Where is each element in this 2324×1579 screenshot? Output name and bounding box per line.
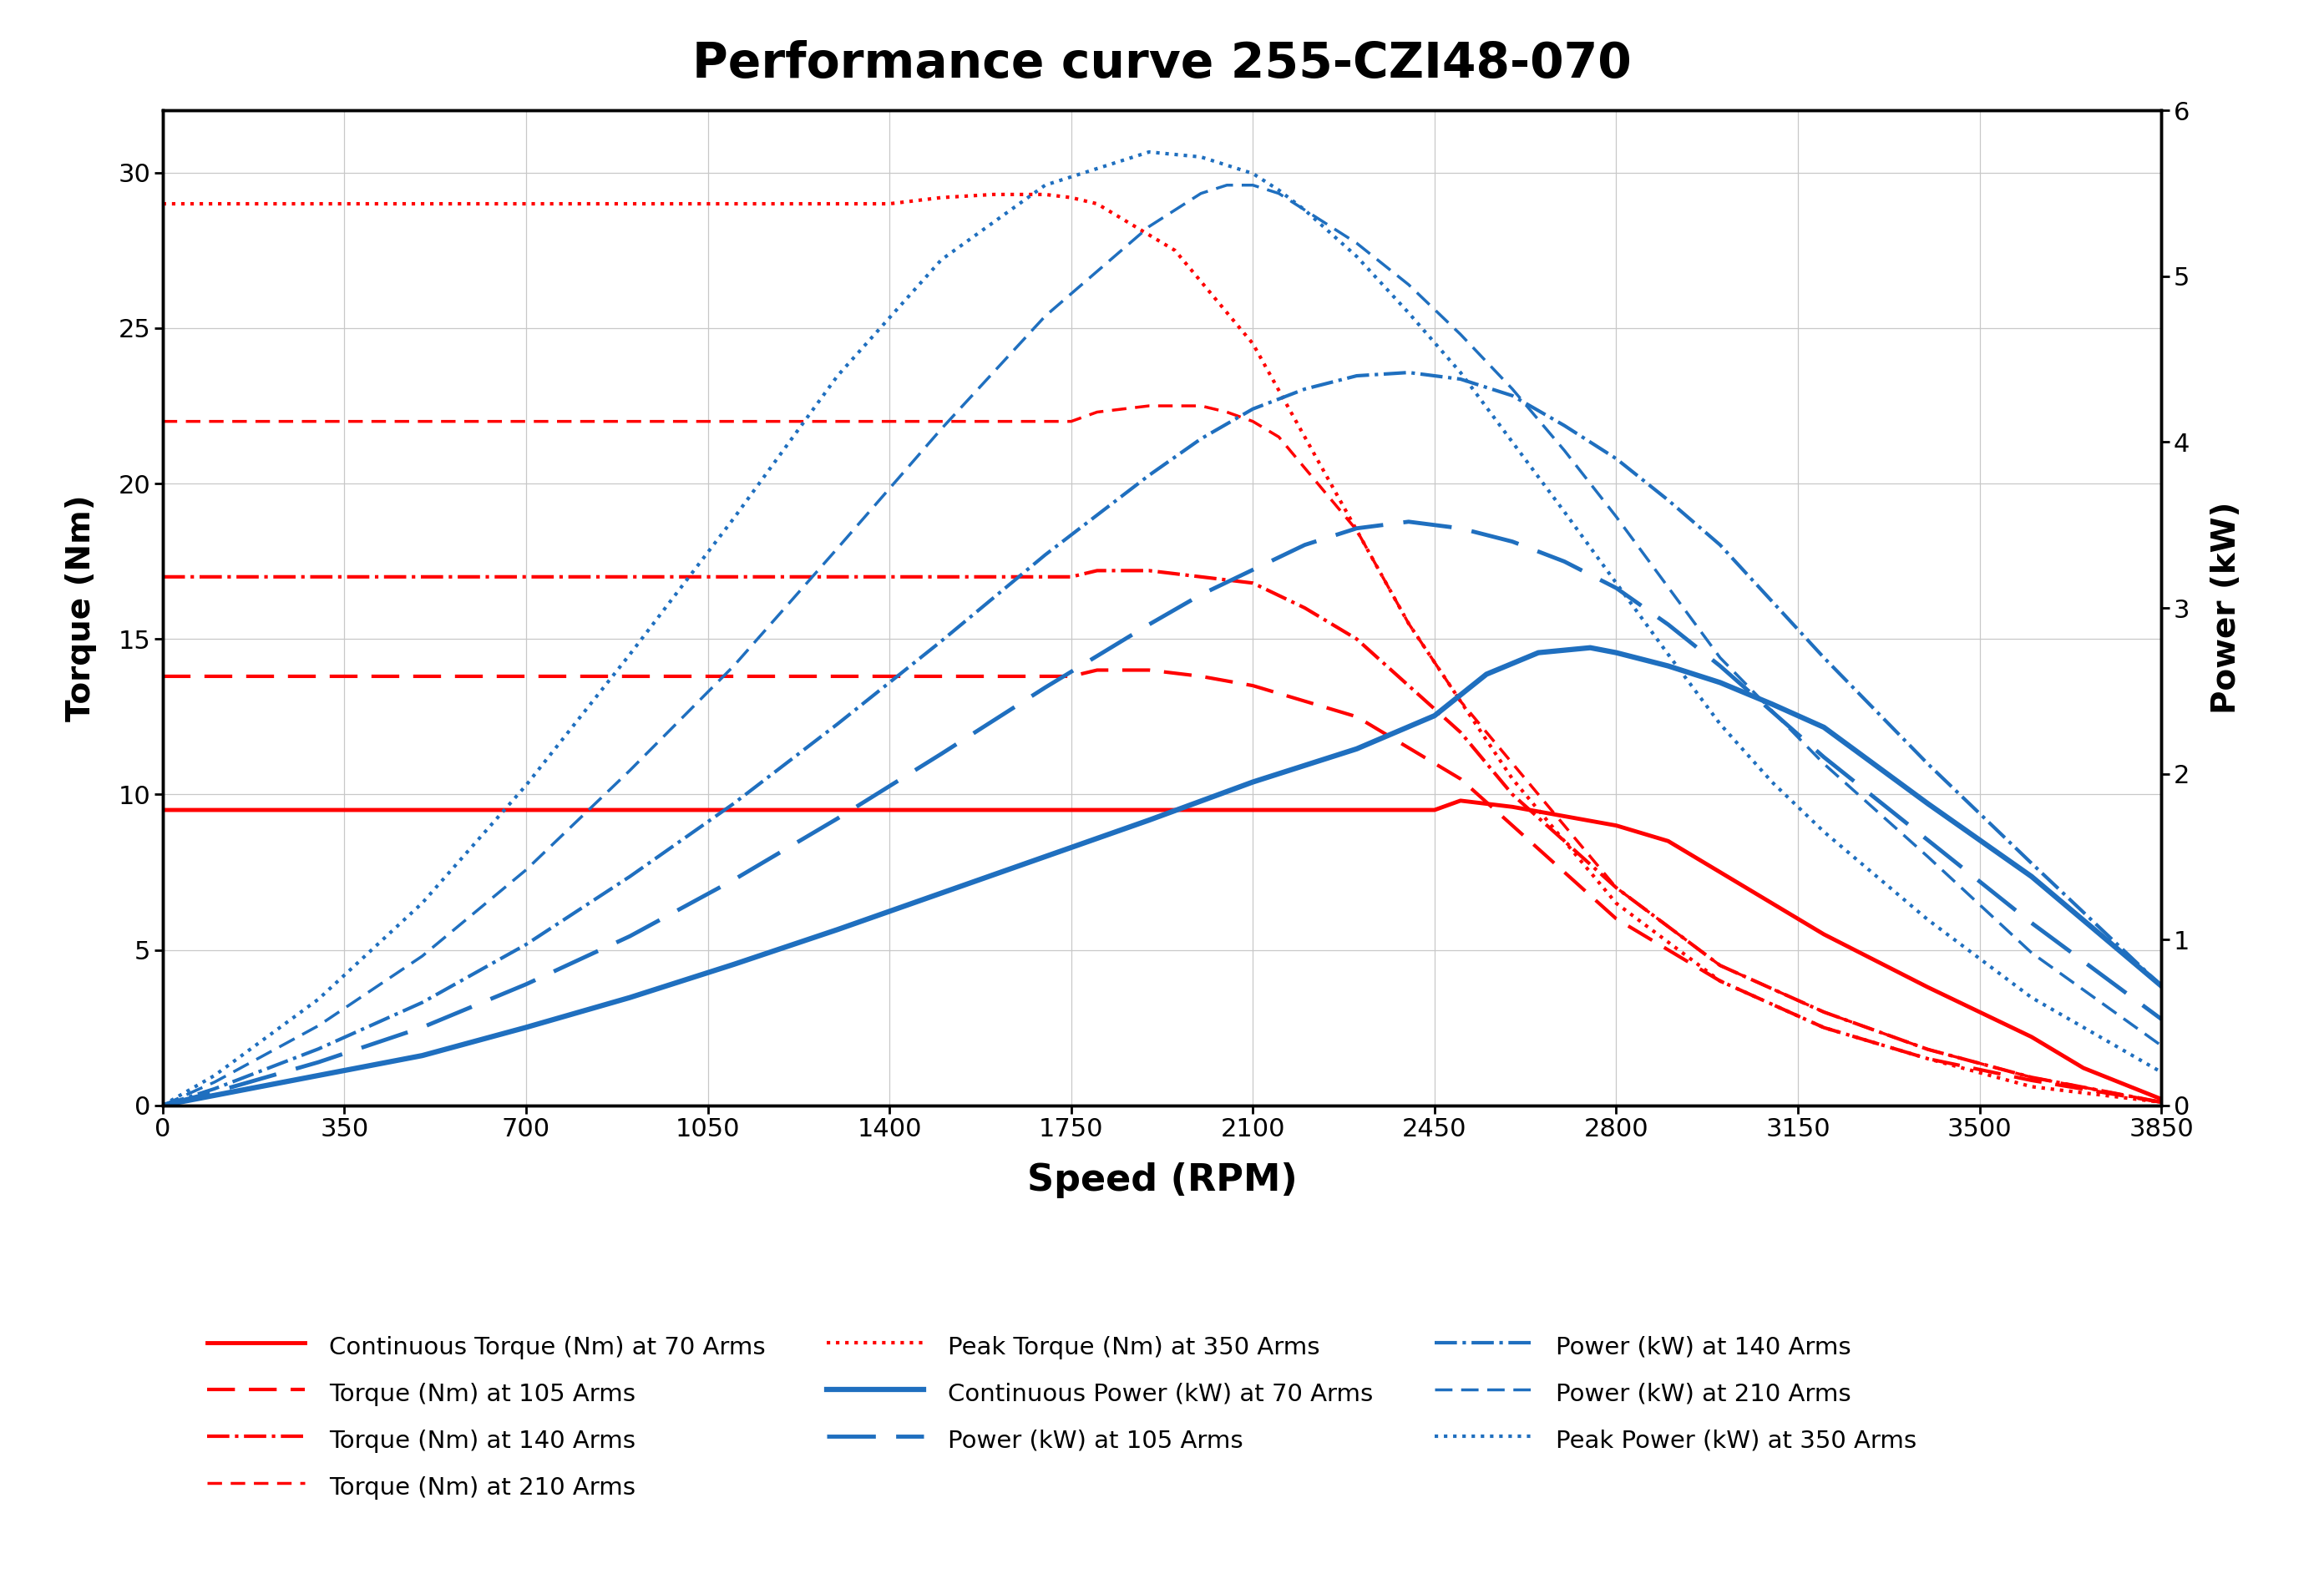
Y-axis label: Power (kW): Power (kW) bbox=[2210, 502, 2243, 714]
Title: Performance curve 255-CZI48-070: Performance curve 255-CZI48-070 bbox=[693, 41, 1631, 88]
Y-axis label: Torque (Nm): Torque (Nm) bbox=[65, 494, 98, 722]
Legend: Continuous Torque (Nm) at 70 Arms, Torque (Nm) at 105 Arms, Torque (Nm) at 140 A: Continuous Torque (Nm) at 70 Arms, Torqu… bbox=[198, 1322, 1927, 1511]
X-axis label: Speed (RPM): Speed (RPM) bbox=[1027, 1162, 1297, 1198]
